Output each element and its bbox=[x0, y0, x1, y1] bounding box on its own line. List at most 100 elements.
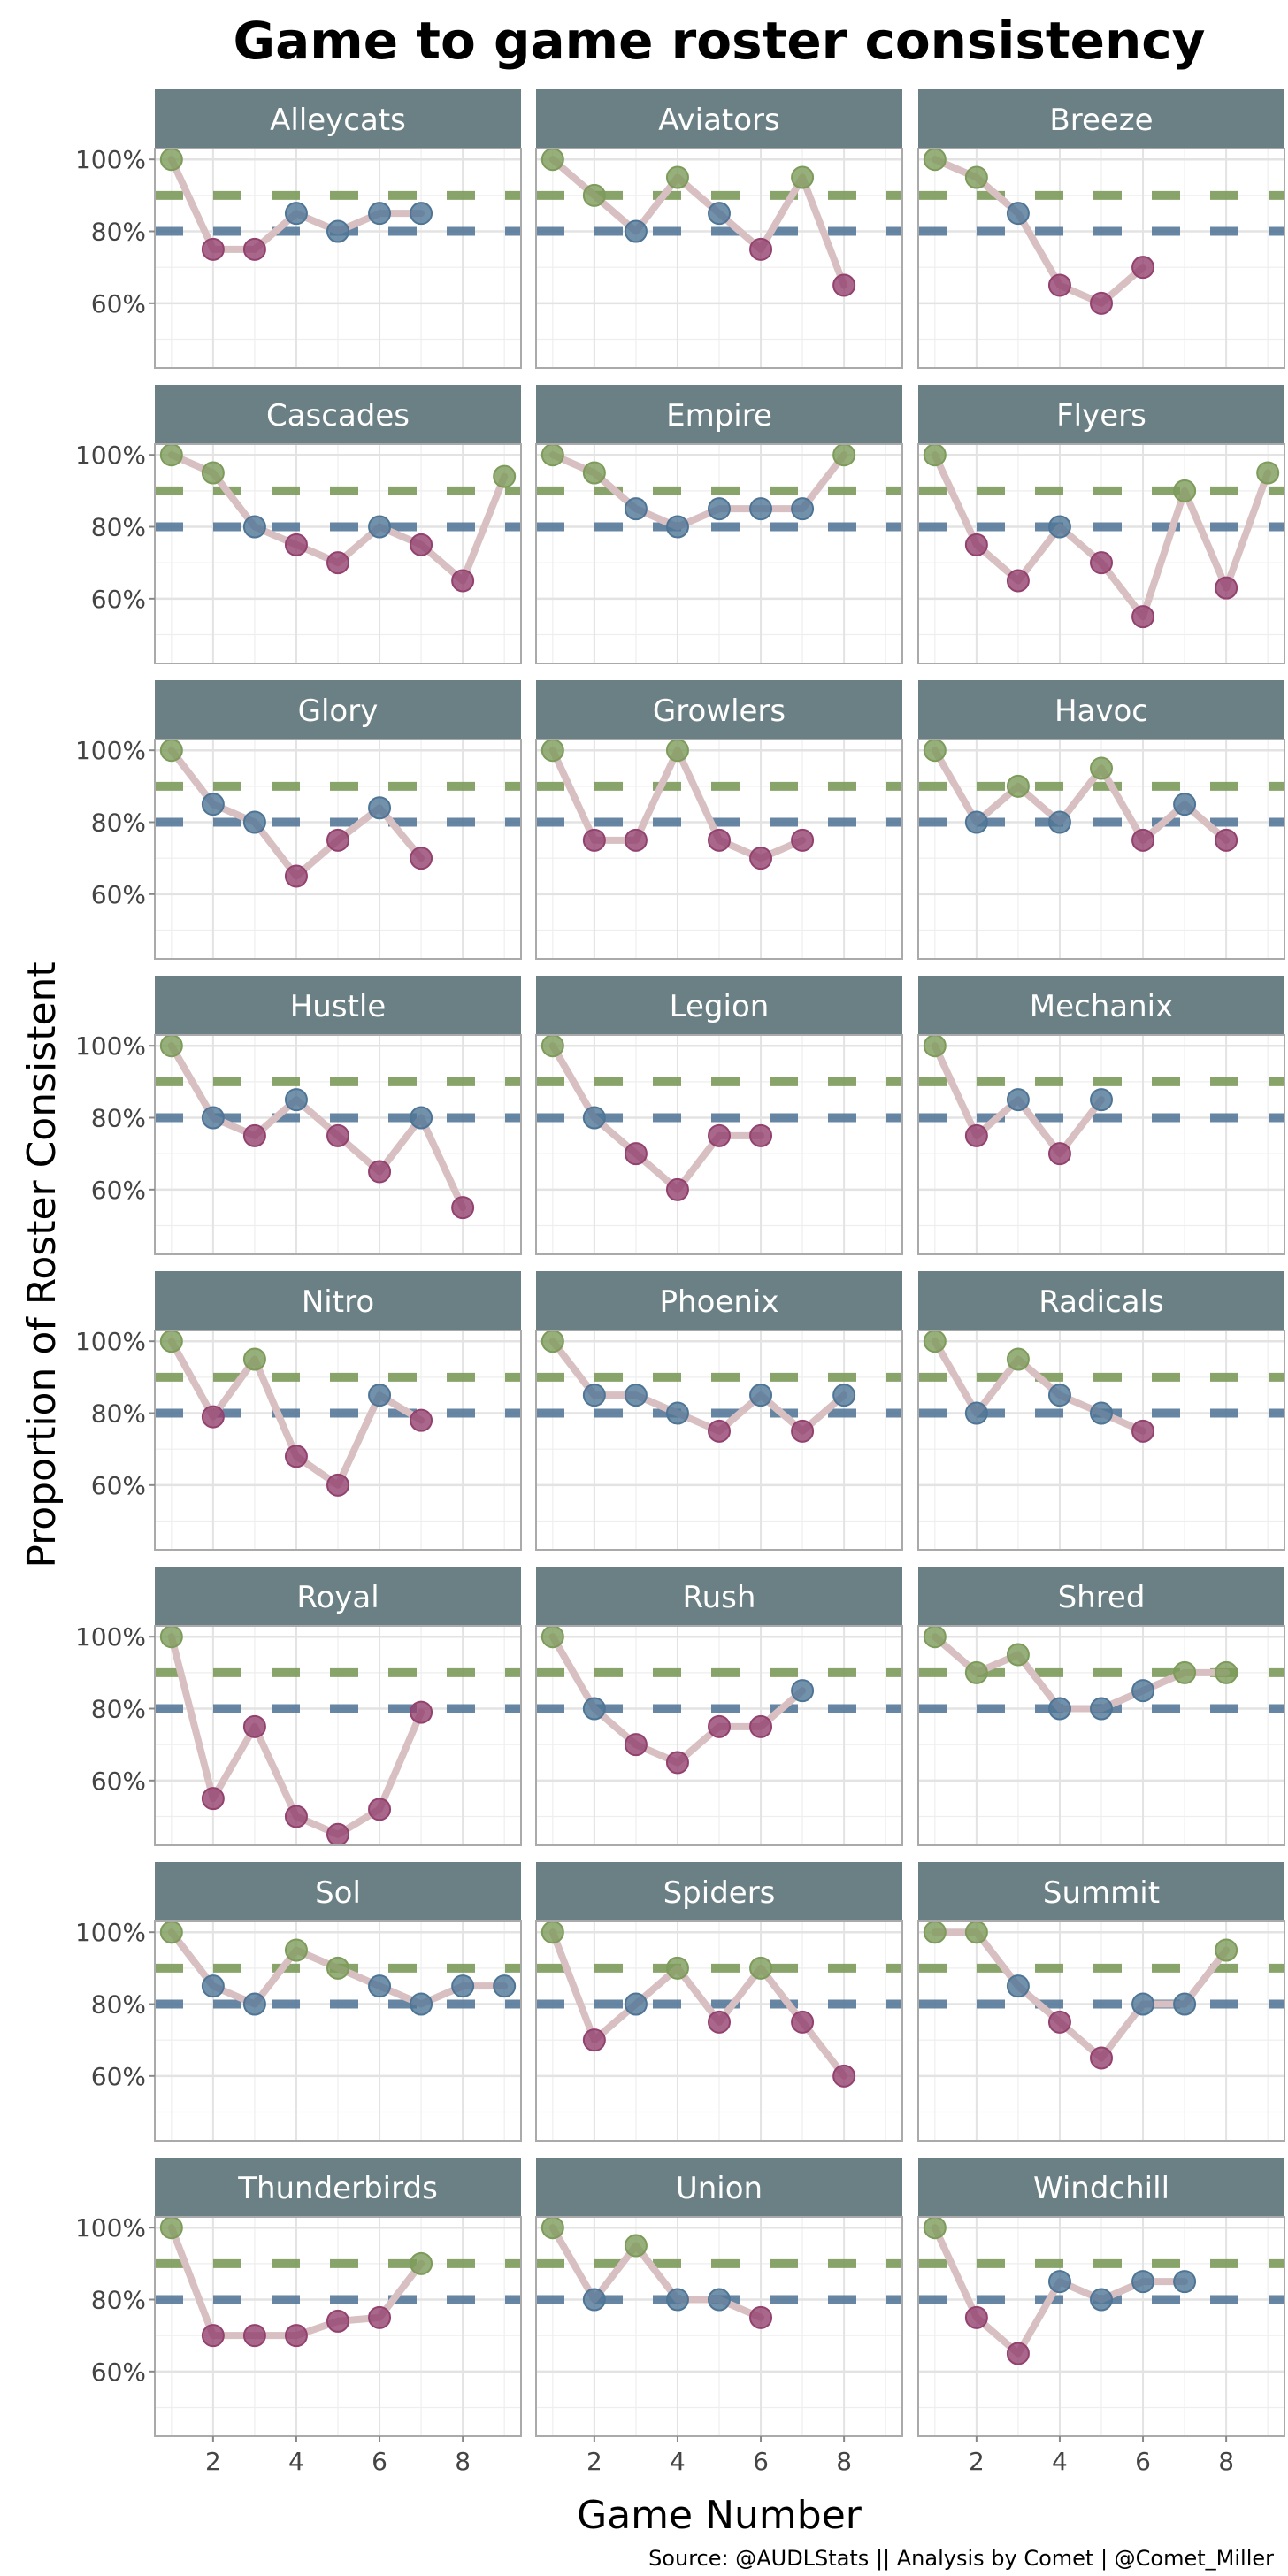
data-point bbox=[964, 1123, 988, 1147]
strip bbox=[155, 976, 521, 1035]
data-point bbox=[749, 1384, 773, 1407]
data-point bbox=[326, 1822, 349, 1846]
data-point bbox=[1173, 1992, 1197, 2016]
panel-border bbox=[535, 1034, 903, 1255]
strip bbox=[536, 89, 902, 149]
y-tick-label: 100% bbox=[75, 2213, 146, 2242]
strip bbox=[155, 680, 521, 740]
data-point bbox=[540, 148, 564, 172]
panel-border bbox=[535, 1920, 903, 2142]
data-point bbox=[159, 2216, 183, 2240]
data-point bbox=[368, 1160, 392, 1184]
data-point bbox=[326, 1123, 349, 1147]
panel-summit: Summit bbox=[917, 1862, 1285, 2142]
data-point bbox=[624, 1142, 648, 1166]
data-point bbox=[1006, 774, 1030, 798]
y-tick-label: 80% bbox=[91, 1399, 146, 1429]
data-point bbox=[1090, 551, 1113, 575]
data-point bbox=[326, 1956, 349, 1980]
y-tick-label: 100% bbox=[75, 145, 146, 174]
strip bbox=[918, 385, 1284, 444]
data-point bbox=[923, 1625, 947, 1649]
strip-label: Spiders bbox=[663, 1875, 776, 1911]
y-tick-label: 60% bbox=[91, 1767, 146, 1796]
data-point bbox=[201, 1405, 225, 1429]
panel-radicals: Radicals bbox=[917, 1271, 1285, 1551]
data-point bbox=[749, 1123, 773, 1147]
data-point bbox=[410, 1700, 433, 1724]
data-point bbox=[1131, 1419, 1155, 1443]
data-point bbox=[1006, 1643, 1030, 1667]
chart-title: Game to game roster consistency bbox=[234, 11, 1206, 71]
data-point bbox=[410, 1408, 433, 1432]
data-point bbox=[1215, 1938, 1238, 1962]
strip-label: Sol bbox=[315, 1875, 361, 1911]
strip-label: Royal bbox=[296, 1580, 379, 1615]
data-point bbox=[326, 219, 349, 243]
data-point bbox=[1047, 2270, 1071, 2294]
data-point bbox=[410, 1992, 433, 2016]
panel-border bbox=[917, 1920, 1285, 2142]
data-point bbox=[540, 1920, 564, 1944]
data-point bbox=[242, 810, 266, 834]
data-point bbox=[284, 202, 308, 226]
x-tick-label: 8 bbox=[1218, 2447, 1234, 2476]
panel-glory: Glory 60% 80% 100% bbox=[75, 680, 522, 960]
data-point bbox=[284, 864, 308, 888]
strip-label: Windchill bbox=[1033, 2171, 1169, 2206]
y-tick-label: 100% bbox=[75, 1327, 146, 1356]
y-tick-label: 60% bbox=[91, 289, 146, 318]
data-point bbox=[624, 1384, 648, 1407]
data-point bbox=[1006, 202, 1030, 226]
data-point bbox=[665, 515, 689, 539]
data-point bbox=[1173, 2270, 1197, 2294]
data-point bbox=[791, 2010, 815, 2034]
data-point bbox=[832, 2064, 856, 2088]
panel-thunderbirds: Thunderbirds 60% 80% 100% 2 4 6 8 bbox=[75, 2158, 522, 2476]
y-tick-label: 80% bbox=[91, 809, 146, 838]
data-point bbox=[791, 828, 815, 852]
data-point bbox=[1131, 1992, 1155, 2016]
data-point bbox=[582, 183, 606, 207]
data-point bbox=[368, 1798, 392, 1821]
x-tick-label: 2 bbox=[969, 2447, 985, 2476]
data-point bbox=[201, 1106, 225, 1130]
data-point bbox=[749, 1714, 773, 1738]
y-tick-label: 80% bbox=[91, 1104, 146, 1133]
y-tick-label: 100% bbox=[75, 1031, 146, 1061]
y-tick-label: 80% bbox=[91, 2286, 146, 2315]
x-tick-label: 8 bbox=[455, 2447, 471, 2476]
strip-label: Aviators bbox=[658, 103, 780, 138]
panel-border bbox=[154, 1034, 522, 1255]
strip bbox=[536, 1271, 902, 1330]
strip-label: Nitro bbox=[302, 1284, 374, 1320]
strip-label: Breeze bbox=[1049, 103, 1153, 138]
data-point bbox=[201, 461, 225, 485]
strip bbox=[536, 680, 902, 740]
data-point bbox=[749, 1956, 773, 1980]
y-tick-label: 100% bbox=[75, 736, 146, 765]
data-point bbox=[624, 497, 648, 521]
data-point bbox=[832, 273, 856, 297]
strip bbox=[918, 2158, 1284, 2217]
data-point bbox=[791, 497, 815, 521]
strip-label: Summit bbox=[1043, 1875, 1160, 1911]
data-point bbox=[1047, 2010, 1071, 2034]
data-point bbox=[284, 1805, 308, 1828]
data-point bbox=[368, 2305, 392, 2329]
caption: Source: @AUDLStats || Analysis by Comet … bbox=[648, 2546, 1274, 2571]
panel-sol: Sol 60% 80% 100% bbox=[75, 1862, 522, 2142]
panel-windchill: Windchill 2 4 6 8 bbox=[917, 2158, 1285, 2476]
data-point bbox=[1090, 291, 1113, 315]
strip-label: Glory bbox=[298, 694, 379, 729]
panel-border bbox=[917, 1625, 1285, 1846]
data-point bbox=[624, 1992, 648, 2016]
strip-label: Havoc bbox=[1054, 694, 1148, 729]
data-point bbox=[201, 1787, 225, 1811]
data-point bbox=[582, 1384, 606, 1407]
data-point bbox=[624, 1733, 648, 1757]
x-tick-label: 6 bbox=[1135, 2447, 1151, 2476]
y-tick-label: 100% bbox=[75, 1918, 146, 1947]
strip-label: Radicals bbox=[1039, 1284, 1163, 1320]
panel-border bbox=[154, 739, 522, 960]
